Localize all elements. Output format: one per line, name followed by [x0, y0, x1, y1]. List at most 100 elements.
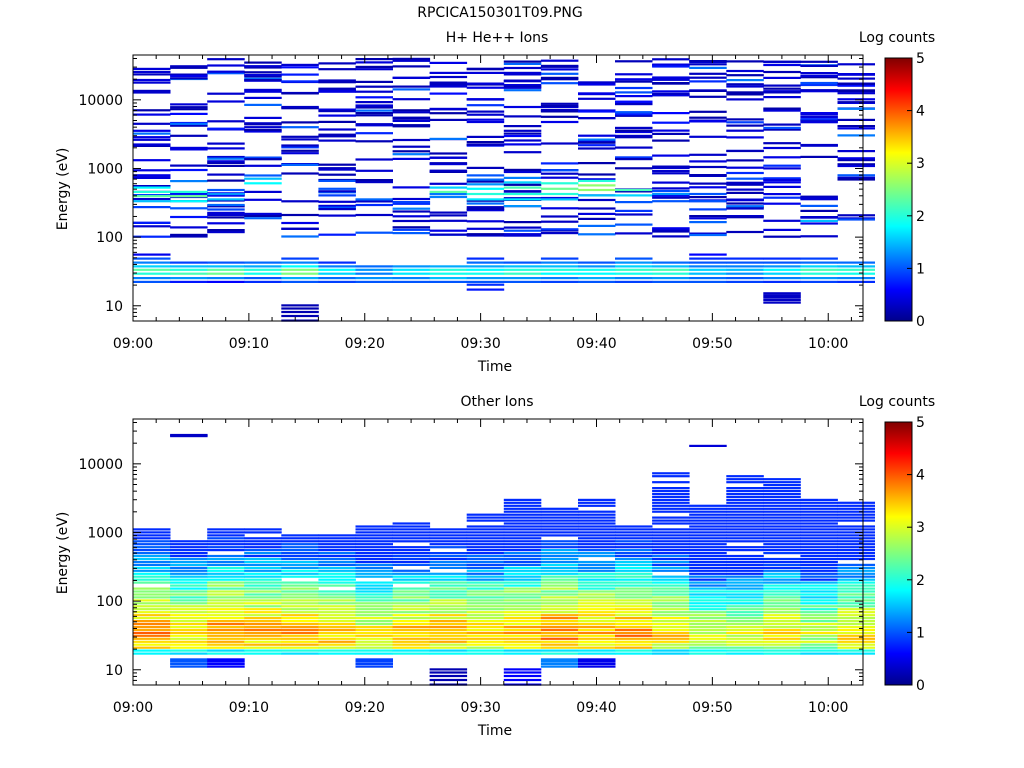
spectrogram-cell — [170, 637, 208, 640]
spectrogram-cell — [466, 628, 505, 631]
spectrogram-cell — [837, 534, 875, 537]
spectrogram-cell — [837, 272, 875, 275]
spectrogram-cell — [318, 139, 356, 142]
spectrogram-cell — [689, 63, 727, 66]
spectrogram-cell — [615, 223, 653, 226]
spectrogram-cell — [726, 261, 764, 264]
spectrogram-cell — [763, 142, 801, 145]
spectrogram-cell — [392, 219, 431, 223]
spectrogram-cell — [466, 180, 505, 183]
spectrogram-cell — [207, 617, 245, 620]
x-tick-label: 10:00 — [808, 336, 848, 352]
spectrogram-cell — [244, 611, 282, 614]
spectrogram-cell — [355, 213, 393, 217]
spectrogram-cell — [355, 280, 393, 283]
y-tick-label: 10 — [105, 663, 123, 679]
spectrogram-cell — [540, 232, 579, 235]
spectrogram-cell — [763, 87, 801, 90]
spectrogram-cell — [355, 181, 393, 184]
spectrogram-cell — [578, 575, 616, 578]
spectrogram-cell — [207, 566, 245, 569]
spectrogram-cell — [392, 611, 431, 614]
spectrogram-cell — [207, 205, 245, 208]
spectrogram-cell — [429, 531, 468, 534]
spectrogram-cell — [540, 634, 579, 637]
spectrogram-cell — [615, 557, 653, 561]
spectrogram-cell — [800, 277, 838, 280]
spectrogram-cell — [763, 649, 801, 652]
spectrogram-cell — [244, 637, 282, 640]
spectrogram-cell — [281, 107, 319, 110]
spectrogram-cell — [578, 587, 616, 590]
spectrogram-cell — [392, 226, 431, 229]
spectrogram-cell — [763, 519, 801, 522]
spectrogram-cell — [540, 207, 579, 210]
spectrogram-cell — [652, 65, 690, 68]
spectrogram-cell — [355, 605, 393, 608]
spectrogram-cell — [392, 625, 431, 629]
spectrogram-cell — [540, 268, 579, 271]
spectrogram-cell — [281, 587, 319, 590]
spectrogram-cell — [244, 174, 282, 177]
spectrogram-cell — [133, 590, 171, 593]
spectrogram-cell — [726, 129, 764, 132]
spectrogram-cell — [540, 68, 579, 71]
spectrogram-cell — [726, 495, 764, 498]
x-tick-label: 09:10 — [229, 700, 269, 716]
spectrogram-cell — [800, 634, 838, 637]
spectrogram-cell — [726, 504, 764, 507]
spectrogram-cell — [133, 277, 171, 280]
spectrogram-cell — [281, 200, 319, 203]
spectrogram-cell — [540, 658, 579, 661]
spectrogram-cell — [133, 554, 171, 558]
spectrogram-cell — [244, 130, 282, 133]
spectrogram-cell — [429, 280, 468, 283]
colorbar-tick-label: 3 — [916, 520, 925, 536]
spectrogram-cell — [281, 310, 319, 314]
spectrogram-cell — [466, 516, 505, 519]
spectrogram-cell — [244, 88, 282, 91]
spectrogram-cell — [763, 634, 801, 637]
spectrogram-cell — [281, 268, 319, 271]
spectrogram-cell — [726, 643, 764, 646]
spectrogram-cell — [800, 528, 838, 531]
spectrogram-cell — [429, 611, 468, 614]
spectrogram-cell — [281, 620, 319, 623]
spectrogram-cell — [763, 628, 801, 631]
spectrogram-cell — [281, 105, 319, 109]
spectrogram-cell — [615, 625, 653, 629]
plot-frame — [132, 418, 864, 686]
spectrogram-cell — [800, 625, 838, 629]
spectrogram-cell — [355, 534, 393, 537]
spectrogram-cell — [466, 268, 505, 271]
spectrogram-cell — [652, 495, 690, 498]
spectrogram-cell — [318, 590, 356, 593]
spectrogram-cell — [466, 611, 505, 614]
spectrogram-cell — [133, 637, 171, 640]
spectrogram-cell — [503, 190, 542, 193]
spectrogram-cell — [800, 590, 838, 593]
spectrogram-cell — [763, 605, 801, 608]
spectrogram-cell — [763, 584, 801, 587]
spectrogram-cell — [503, 62, 542, 65]
spectrogram-cell — [170, 168, 208, 172]
spectrogram-cell — [392, 540, 431, 543]
spectrogram-cell — [466, 283, 505, 286]
spectrogram-cell — [429, 546, 468, 549]
spectrogram-cell — [652, 76, 690, 79]
spectrogram-cell — [726, 593, 764, 596]
spectrogram-cell — [540, 104, 579, 107]
spectrogram-cell — [615, 103, 653, 106]
spectrogram-cell — [392, 590, 431, 593]
spectrogram-cell — [652, 166, 690, 169]
spectrogram-cell — [689, 646, 727, 649]
spectrogram-cell — [726, 587, 764, 590]
spectrogram-cell — [503, 234, 542, 237]
spectrogram-cell — [133, 235, 171, 238]
spectrogram-cell — [170, 658, 208, 661]
spectrogram-cell — [466, 643, 505, 646]
spectrogram-cell — [763, 484, 801, 487]
spectrogram-cell — [578, 184, 616, 187]
spectrogram-cell — [466, 118, 505, 121]
spectrogram-cell — [392, 117, 431, 120]
